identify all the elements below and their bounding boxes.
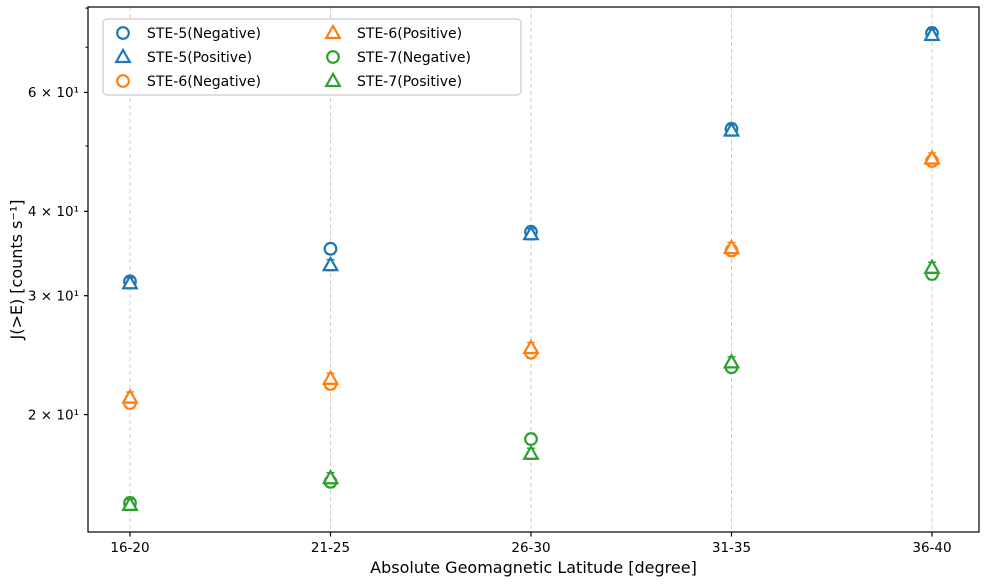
data-points (121, 25, 941, 512)
legend-label: STE-6(Positive) (357, 26, 462, 42)
x-tick-label: 36-40 (912, 540, 951, 556)
legend-item: STE-7(Negative) (326, 50, 471, 66)
y-tick-label: 3 × 10¹ (28, 288, 79, 304)
legend-item: STE-6(Positive) (324, 23, 462, 42)
legend-item: STE-6(Negative) (116, 74, 261, 90)
legend-item: STE-5(Negative) (116, 26, 261, 42)
x-tick-label: 21-25 (311, 540, 350, 556)
series-STE-5-Positive- (121, 25, 941, 290)
x-axis: 16-20 21-25 26-30 31-35 36-40 (110, 532, 952, 556)
legend-label: STE-7(Positive) (357, 74, 462, 90)
plot-frame (87, 6, 980, 533)
legend-label: STE-5(Negative) (147, 26, 261, 42)
legend-label: STE-6(Negative) (147, 74, 261, 90)
x-tick-label: 31-35 (712, 540, 751, 556)
y-axis-label: J(>E) [counts s⁻¹] (7, 199, 26, 340)
x-tick-label: 26-30 (511, 540, 550, 556)
legend: STE-5(Negative) STE-5(Positive) STE-6(Nega… (102, 18, 522, 96)
x-tick-label: 16-20 (110, 540, 149, 556)
series-STE-7-Positive- (121, 258, 941, 512)
legend-box (102, 18, 522, 96)
legend-item: STE-5(Positive) (114, 47, 252, 66)
x-axis-label: Absolute Geomagnetic Latitude [degree] (370, 558, 697, 577)
y-tick-label: 6 × 10¹ (28, 85, 79, 101)
legend-label: STE-7(Negative) (357, 50, 471, 66)
y-axis: 2 × 10¹ 3 × 10¹ 4 × 10¹ 6 × 10¹ (28, 7, 88, 423)
legend-item: STE-7(Positive) (324, 71, 462, 90)
series-STE-6-Positive- (121, 149, 941, 404)
y-tick-label: 4 × 10¹ (28, 204, 79, 220)
legend-label: STE-5(Positive) (147, 50, 252, 66)
y-tick-label: 2 × 10¹ (28, 407, 79, 423)
